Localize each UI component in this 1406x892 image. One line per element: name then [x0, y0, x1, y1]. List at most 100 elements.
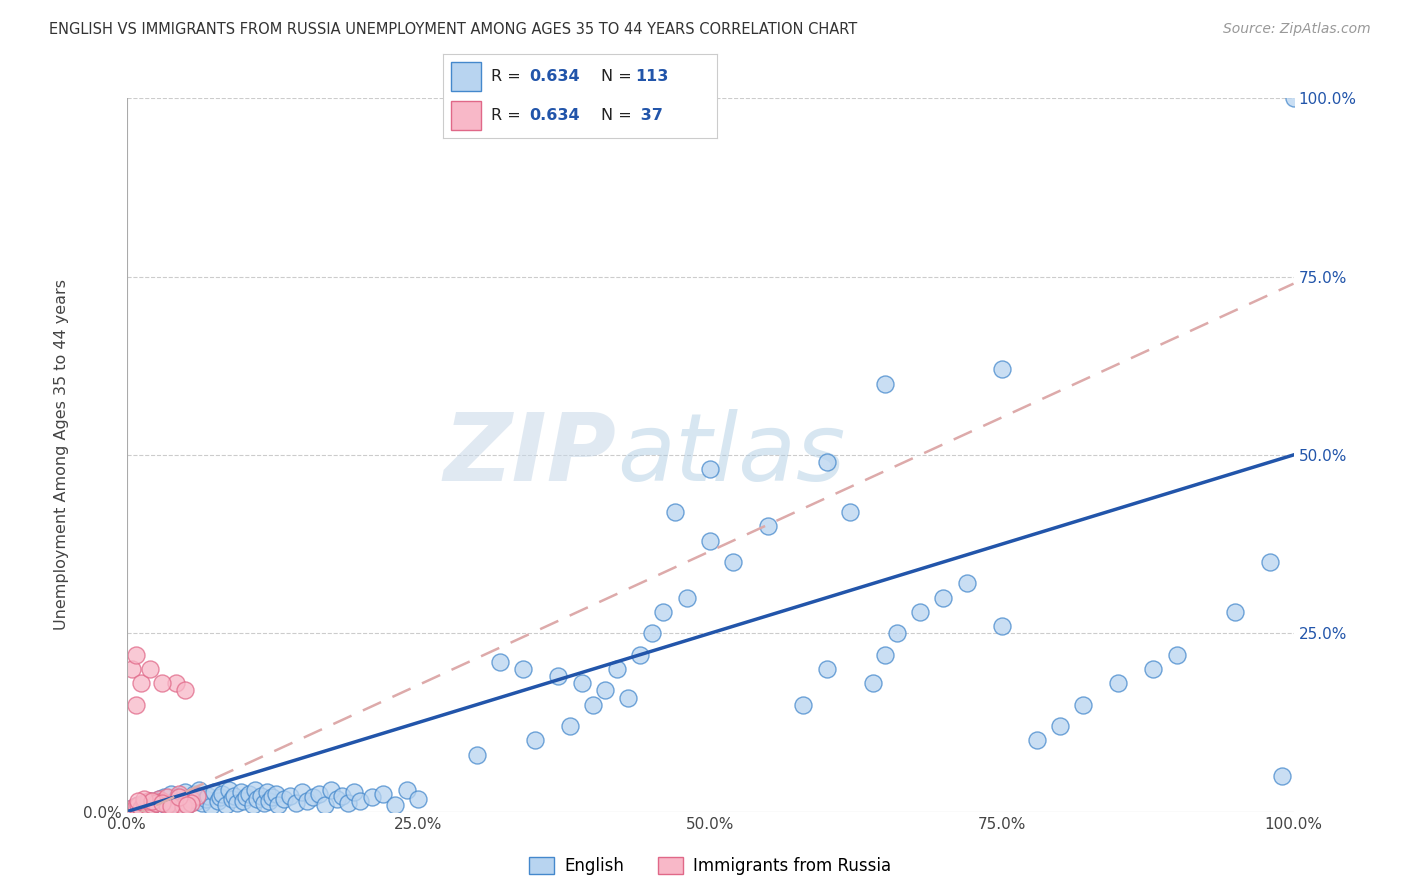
- Point: [990, 362, 1012, 376]
- Point: [319, 783, 342, 797]
- Point: [186, 789, 208, 803]
- Point: [186, 794, 208, 808]
- Point: [194, 792, 217, 806]
- Point: [571, 676, 593, 690]
- Point: [167, 787, 190, 801]
- Point: [172, 794, 194, 808]
- Point: [211, 787, 233, 801]
- Point: [222, 789, 245, 803]
- Point: [121, 801, 143, 815]
- Point: [172, 799, 194, 814]
- Point: [221, 792, 243, 806]
- Text: ENGLISH VS IMMIGRANTS FROM RUSSIA UNEMPLOYMENT AMONG AGES 35 TO 44 YEARS CORRELA: ENGLISH VS IMMIGRANTS FROM RUSSIA UNEMPL…: [49, 22, 858, 37]
- Point: [908, 605, 931, 619]
- Point: [141, 797, 163, 812]
- Y-axis label: Unemployment Among Ages 35 to 44 years: Unemployment Among Ages 35 to 44 years: [53, 279, 69, 631]
- Point: [174, 796, 197, 810]
- Point: [150, 794, 173, 808]
- Point: [384, 797, 406, 812]
- Point: [132, 792, 155, 806]
- Point: [129, 801, 152, 815]
- Point: [290, 785, 312, 799]
- Point: [875, 376, 897, 391]
- Point: [547, 669, 569, 683]
- Text: 0.634: 0.634: [529, 108, 579, 123]
- Text: ZIP: ZIP: [444, 409, 617, 501]
- Point: [121, 662, 143, 676]
- Point: [218, 783, 240, 797]
- Point: [792, 698, 814, 712]
- Point: [593, 683, 616, 698]
- Point: [121, 801, 143, 815]
- Point: [606, 662, 628, 676]
- Point: [232, 794, 254, 808]
- Point: [156, 797, 179, 812]
- Point: [1258, 555, 1281, 569]
- Point: [156, 799, 179, 814]
- Point: [235, 790, 257, 805]
- Point: [156, 790, 179, 805]
- Point: [256, 785, 278, 799]
- Point: [628, 648, 651, 662]
- Point: [278, 789, 301, 803]
- Point: [150, 796, 173, 810]
- Text: R =: R =: [491, 108, 526, 123]
- Point: [167, 789, 190, 803]
- Point: [308, 787, 330, 801]
- Point: [815, 455, 838, 469]
- Point: [1166, 648, 1188, 662]
- Point: [875, 648, 897, 662]
- Point: [243, 783, 266, 797]
- Point: [314, 797, 336, 812]
- Point: [136, 799, 159, 814]
- Point: [886, 626, 908, 640]
- Bar: [451, 62, 481, 91]
- Point: [187, 783, 209, 797]
- Point: [215, 797, 238, 812]
- Point: [297, 794, 319, 808]
- Point: [395, 783, 418, 797]
- Point: [332, 789, 354, 803]
- Point: [145, 796, 167, 810]
- Text: 0.634: 0.634: [529, 69, 579, 84]
- Point: [1025, 733, 1047, 747]
- Point: [174, 683, 197, 698]
- Point: [325, 792, 347, 806]
- Point: [284, 796, 307, 810]
- Text: Source: ZipAtlas.com: Source: ZipAtlas.com: [1223, 22, 1371, 37]
- Point: [176, 797, 198, 812]
- Point: [145, 796, 167, 810]
- Point: [932, 591, 955, 605]
- Point: [197, 789, 219, 803]
- Point: [136, 794, 159, 808]
- Point: [238, 787, 260, 801]
- Point: [132, 796, 155, 810]
- Point: [125, 799, 148, 814]
- Point: [302, 790, 325, 805]
- Point: [180, 790, 202, 805]
- Point: [1108, 676, 1130, 690]
- Point: [264, 787, 287, 801]
- Point: [226, 796, 249, 810]
- Point: [558, 719, 581, 733]
- Point: [180, 796, 202, 810]
- Point: [125, 648, 148, 662]
- Point: [139, 794, 162, 808]
- Point: [153, 790, 176, 805]
- Point: [141, 794, 163, 808]
- Point: [132, 796, 155, 810]
- Point: [253, 796, 276, 810]
- Point: [675, 591, 697, 605]
- Point: [1049, 719, 1071, 733]
- Legend: English, Immigrants from Russia: English, Immigrants from Russia: [523, 850, 897, 882]
- Text: N =: N =: [600, 108, 637, 123]
- Point: [723, 555, 745, 569]
- Point: [1271, 769, 1294, 783]
- Point: [641, 626, 664, 640]
- Point: [489, 655, 512, 669]
- Point: [360, 790, 382, 805]
- Point: [337, 796, 360, 810]
- Text: 113: 113: [636, 69, 668, 84]
- Point: [512, 662, 534, 676]
- Point: [150, 676, 173, 690]
